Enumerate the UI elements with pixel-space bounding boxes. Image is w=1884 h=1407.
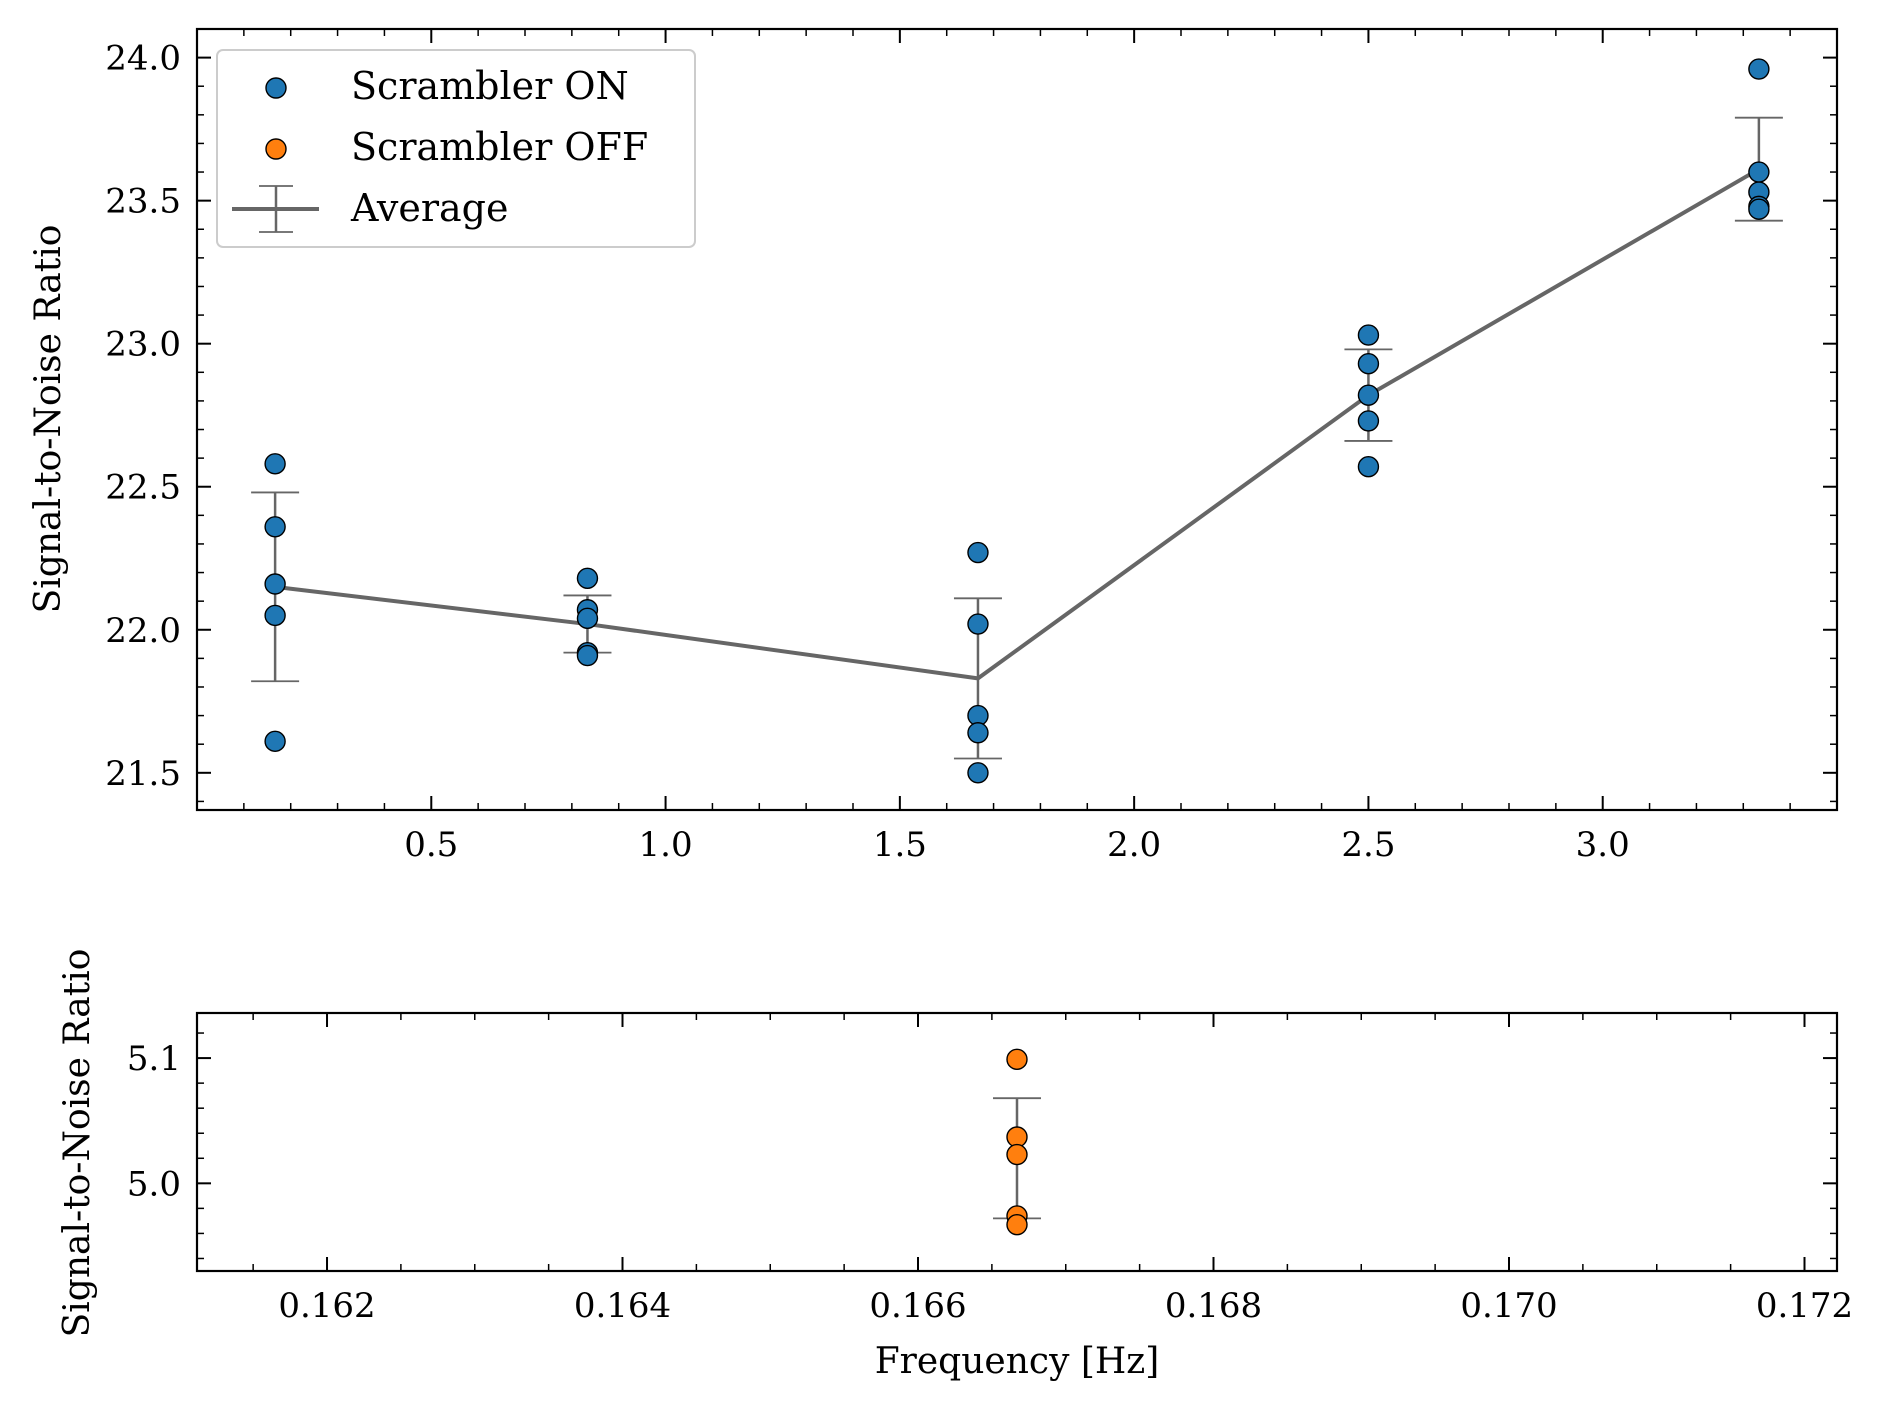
- x-axis-label: Frequency [Hz]: [875, 1341, 1160, 1382]
- point-scrambler-on: [264, 516, 286, 538]
- point-scrambler-on: [264, 604, 286, 627]
- legend-label-average: Average: [350, 186, 509, 230]
- point-scrambler-on: [1748, 161, 1770, 183]
- point-scrambler-on: [264, 573, 286, 595]
- bottom-plot-marks: [993, 1048, 1041, 1236]
- bottom-axis-ticks: 0.162 0.164 0.166 0.168 0.170 0.172 5.0 5.1: [127, 1013, 1853, 1326]
- top-plot-marks: [251, 58, 1783, 784]
- top-panel: 0.5 1.0 1.5 2.0 2.5 3.0 21.5 22.0 22.5 23.0 23.5 24…: [28, 27, 1839, 865]
- point-scrambler-on: [264, 730, 286, 753]
- bottom-plot-frame: [195, 1011, 1839, 1273]
- top-x-tick-label: 1.5: [873, 825, 927, 865]
- point-scrambler-off: [1006, 1143, 1028, 1166]
- point-scrambler-off: [1006, 1048, 1028, 1071]
- bottom-x-tick-label: 0.166: [869, 1286, 966, 1326]
- point-scrambler-on: [1357, 324, 1380, 346]
- top-x-tick-label: 2.0: [1107, 825, 1161, 865]
- legend-marker-scrambler-on: [265, 77, 287, 99]
- top-x-tick-label: 0.5: [404, 825, 458, 865]
- bottom-y-tick-label: 5.0: [127, 1164, 181, 1204]
- top-y-axis-label: Signal-to-Noise Ratio: [28, 225, 69, 614]
- top-y-tick-label: 21.5: [105, 754, 181, 794]
- point-scrambler-on: [1357, 384, 1380, 406]
- legend-marker-average: [232, 185, 319, 233]
- point-scrambler-on: [967, 722, 989, 744]
- legend-label-scrambler-off: Scrambler OFF: [351, 125, 648, 169]
- bottom-x-tick-label: 0.162: [278, 1286, 375, 1326]
- bottom-x-tick-label: 0.170: [1460, 1286, 1557, 1326]
- top-plot-frame: [195, 27, 1839, 812]
- legend: Scrambler ON Scrambler OFF Average: [216, 49, 696, 248]
- point-scrambler-on: [1748, 58, 1770, 80]
- top-y-tick-label: 23.5: [105, 182, 181, 222]
- bottom-y-axis-label: Signal-to-Noise Ratio: [57, 949, 98, 1338]
- point-scrambler-on: [1748, 198, 1770, 220]
- bottom-x-tick-label: 0.168: [1165, 1286, 1262, 1326]
- legend-marker-scrambler-off: [265, 138, 287, 160]
- point-scrambler-on: [1357, 410, 1380, 432]
- point-scrambler-on: [967, 613, 989, 635]
- bottom-y-tick-label: 5.1: [127, 1039, 181, 1079]
- point-scrambler-on: [576, 607, 599, 630]
- top-x-tick-label: 1.0: [639, 825, 693, 865]
- point-scrambler-on: [1357, 456, 1380, 478]
- point-scrambler-on: [967, 541, 989, 564]
- legend-label-scrambler-on: Scrambler ON: [351, 64, 629, 108]
- top-y-tick-label: 23.0: [105, 325, 181, 365]
- top-x-tick-label: 2.5: [1341, 825, 1395, 865]
- point-scrambler-on: [576, 644, 599, 667]
- top-y-tick-label: 22.0: [105, 611, 181, 651]
- legend-box: [216, 49, 696, 248]
- point-scrambler-on: [1357, 353, 1380, 375]
- bottom-x-tick-label: 0.164: [574, 1286, 671, 1326]
- bottom-x-tick-label: 0.172: [1756, 1286, 1853, 1326]
- point-scrambler-off: [1006, 1213, 1028, 1236]
- top-axis-ticks: 0.5 1.0 1.5 2.0 2.5 3.0 21.5 22.0 22.5 23.0 23.5 24…: [105, 28, 1838, 865]
- bottom-panel: 0.162 0.164 0.166 0.168 0.170 0.172 5.0 5.1 Sig…: [57, 949, 1853, 1382]
- top-y-tick-label: 22.5: [105, 468, 181, 508]
- point-scrambler-on: [264, 453, 286, 475]
- top-x-tick-label: 3.0: [1576, 825, 1630, 865]
- point-scrambler-on: [967, 762, 989, 784]
- top-y-tick-label: 24.0: [105, 39, 181, 79]
- point-scrambler-on: [576, 567, 599, 589]
